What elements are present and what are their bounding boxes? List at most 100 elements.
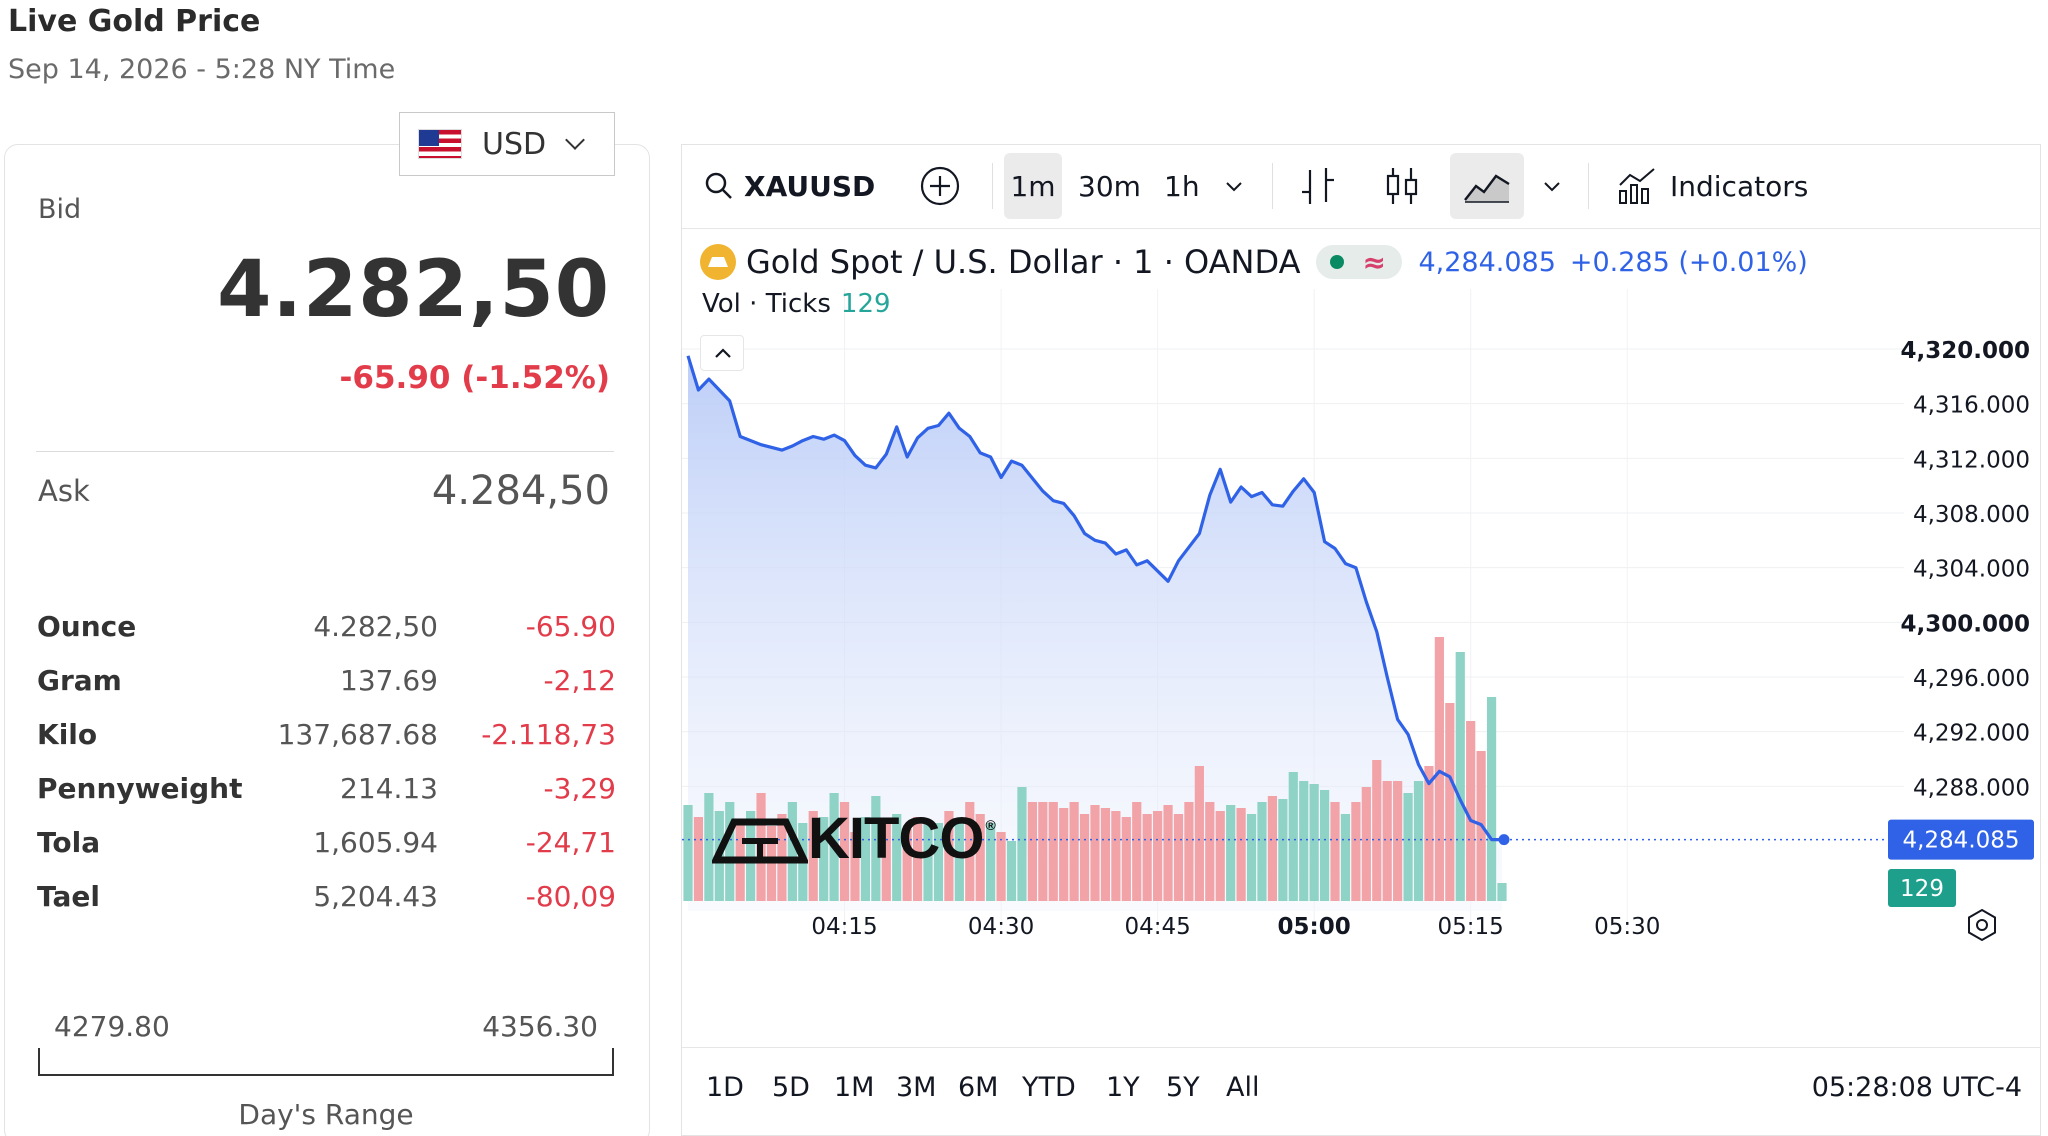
add-circle-icon [920,166,960,206]
bid-change: -65.90 (-1.52%) [339,360,610,396]
volume-bar [944,811,954,901]
range-1d[interactable]: 1D [706,1072,744,1103]
chart-clock: 05:28:08 UTC-4 [1811,1072,2022,1103]
unit-change: -65.90 [525,610,616,643]
price-area [688,355,1502,911]
chevron-up-icon [715,348,731,358]
range-5y[interactable]: 5Y [1166,1072,1200,1103]
volume-bar [766,826,777,901]
volume-bar [819,817,829,901]
area-chart-type-button[interactable] [1450,153,1524,219]
chevron-down-icon [565,130,586,150]
last-price-tag [1888,819,2034,860]
currency-label: USD [482,126,547,162]
currency-select[interactable]: USD [399,112,615,176]
unit-name: Ounce [37,610,137,643]
candles-chart-type-button[interactable] [1382,153,1422,219]
market-open-icon [1330,255,1345,269]
range-1m[interactable]: 1M [834,1072,875,1103]
last-volume-tag-label: 129 [1900,876,1944,902]
volume-bar [1090,805,1100,901]
volume-bar [725,802,735,901]
unit-row-ounce: Ounce 4.282,50 -65.90 [36,604,616,658]
volume-bar [902,829,912,901]
range-3m[interactable]: 3M [896,1072,937,1103]
volume-bar [1173,814,1184,901]
range-1y[interactable]: 1Y [1106,1072,1140,1103]
volume-bar [683,805,693,901]
volume-bar [881,823,891,901]
interval-30m[interactable]: 30m [1078,169,1141,203]
unit-row-gram: Gram 137.69 -2,12 [36,658,616,712]
gold-bars-icon [700,244,736,280]
volume-bar [850,832,860,901]
range-ytd[interactable]: YTD [1022,1072,1076,1103]
volume-bar [1319,790,1330,901]
volume-bar [1194,766,1204,901]
unit-row-kilo: Kilo 137,687.68 -2.118,73 [36,712,616,766]
legend-change: +0.285 (+0.01%) [1569,246,1808,278]
chart-type-dropdown[interactable] [1540,153,1564,219]
volume-bar [693,817,704,901]
volume-bar [1079,814,1090,901]
volume-bar [1413,781,1424,901]
volume-bar [933,823,944,901]
unit-value: 137,687.68 [277,718,438,751]
range-bar: 1D 5D 1M 3M 6M YTD 1Y 5Y All 05:28:08 UT… [682,1047,2040,1136]
volume-bar [1393,781,1403,901]
volume-bar [1111,811,1121,901]
bid-label: Bid [38,194,82,225]
volume-bar [1445,703,1455,901]
unit-name: Tael [37,880,100,913]
unit-value: 4.282,50 [313,610,438,643]
unit-change: -24,71 [525,826,616,859]
volume-bar [1403,793,1413,901]
range-5d[interactable]: 5D [772,1072,810,1103]
legend-price: 4,284.085 [1418,246,1556,278]
range-all[interactable]: All [1226,1072,1260,1103]
x-tick-label: 04:15 [811,914,877,940]
compare-button[interactable] [918,153,962,219]
search-icon [705,172,732,199]
interval-dropdown[interactable] [1222,153,1246,219]
volume-bar [1059,808,1069,901]
volume-bar [1236,808,1246,901]
ask-label: Ask [38,474,90,508]
divider [36,451,614,452]
last-price-dot [1498,834,1510,846]
volume-bar [871,796,881,901]
bar-chart-type-button[interactable] [1298,153,1338,219]
y-tick-label: 4,300.000 [1901,611,2031,637]
collapse-legend-button[interactable] [700,335,744,371]
unit-value: 214.13 [340,772,438,805]
volume-bar [1455,652,1465,901]
volume-bar [1205,802,1215,901]
volume-bar [1017,787,1027,901]
day-range-bar [38,1048,614,1076]
volume-bar [1069,802,1079,901]
volume-bar [704,793,714,901]
volume-bar [808,811,818,901]
volume-bar [1278,799,1288,901]
volume-bar [1163,805,1173,901]
symbol-search[interactable]: XAUUSD [702,153,875,219]
volume-bar [1497,883,1507,901]
volume-bar [975,814,985,901]
x-tick-label: 05:30 [1594,914,1660,940]
unit-value: 5,204.43 [313,880,438,913]
interval-1h[interactable]: 1h [1164,169,1200,203]
unit-value: 1,605.94 [313,826,438,859]
x-tick-label: 04:30 [968,914,1034,940]
y-tick-label: 4,316.000 [1913,393,2030,419]
price-chart[interactable]: 4,320.000 4,316.000 4,312.000 4,308.000 4,30… [682,229,2042,1057]
market-status-pill[interactable]: ≈ [1316,245,1403,279]
volume-bar [1361,787,1371,901]
indicators-button[interactable]: Indicators [1616,153,1808,219]
interval-1m[interactable]: 1m [1004,153,1062,219]
y-tick-label: 4,304.000 [1913,557,2030,583]
unit-name: Tola [37,826,101,859]
settings-icon[interactable] [1968,908,1996,942]
unit-row-tael: Tael 5,204.43 -80,09 [36,874,616,928]
range-6m[interactable]: 6M [958,1072,999,1103]
unit-change: -2,12 [543,664,616,697]
